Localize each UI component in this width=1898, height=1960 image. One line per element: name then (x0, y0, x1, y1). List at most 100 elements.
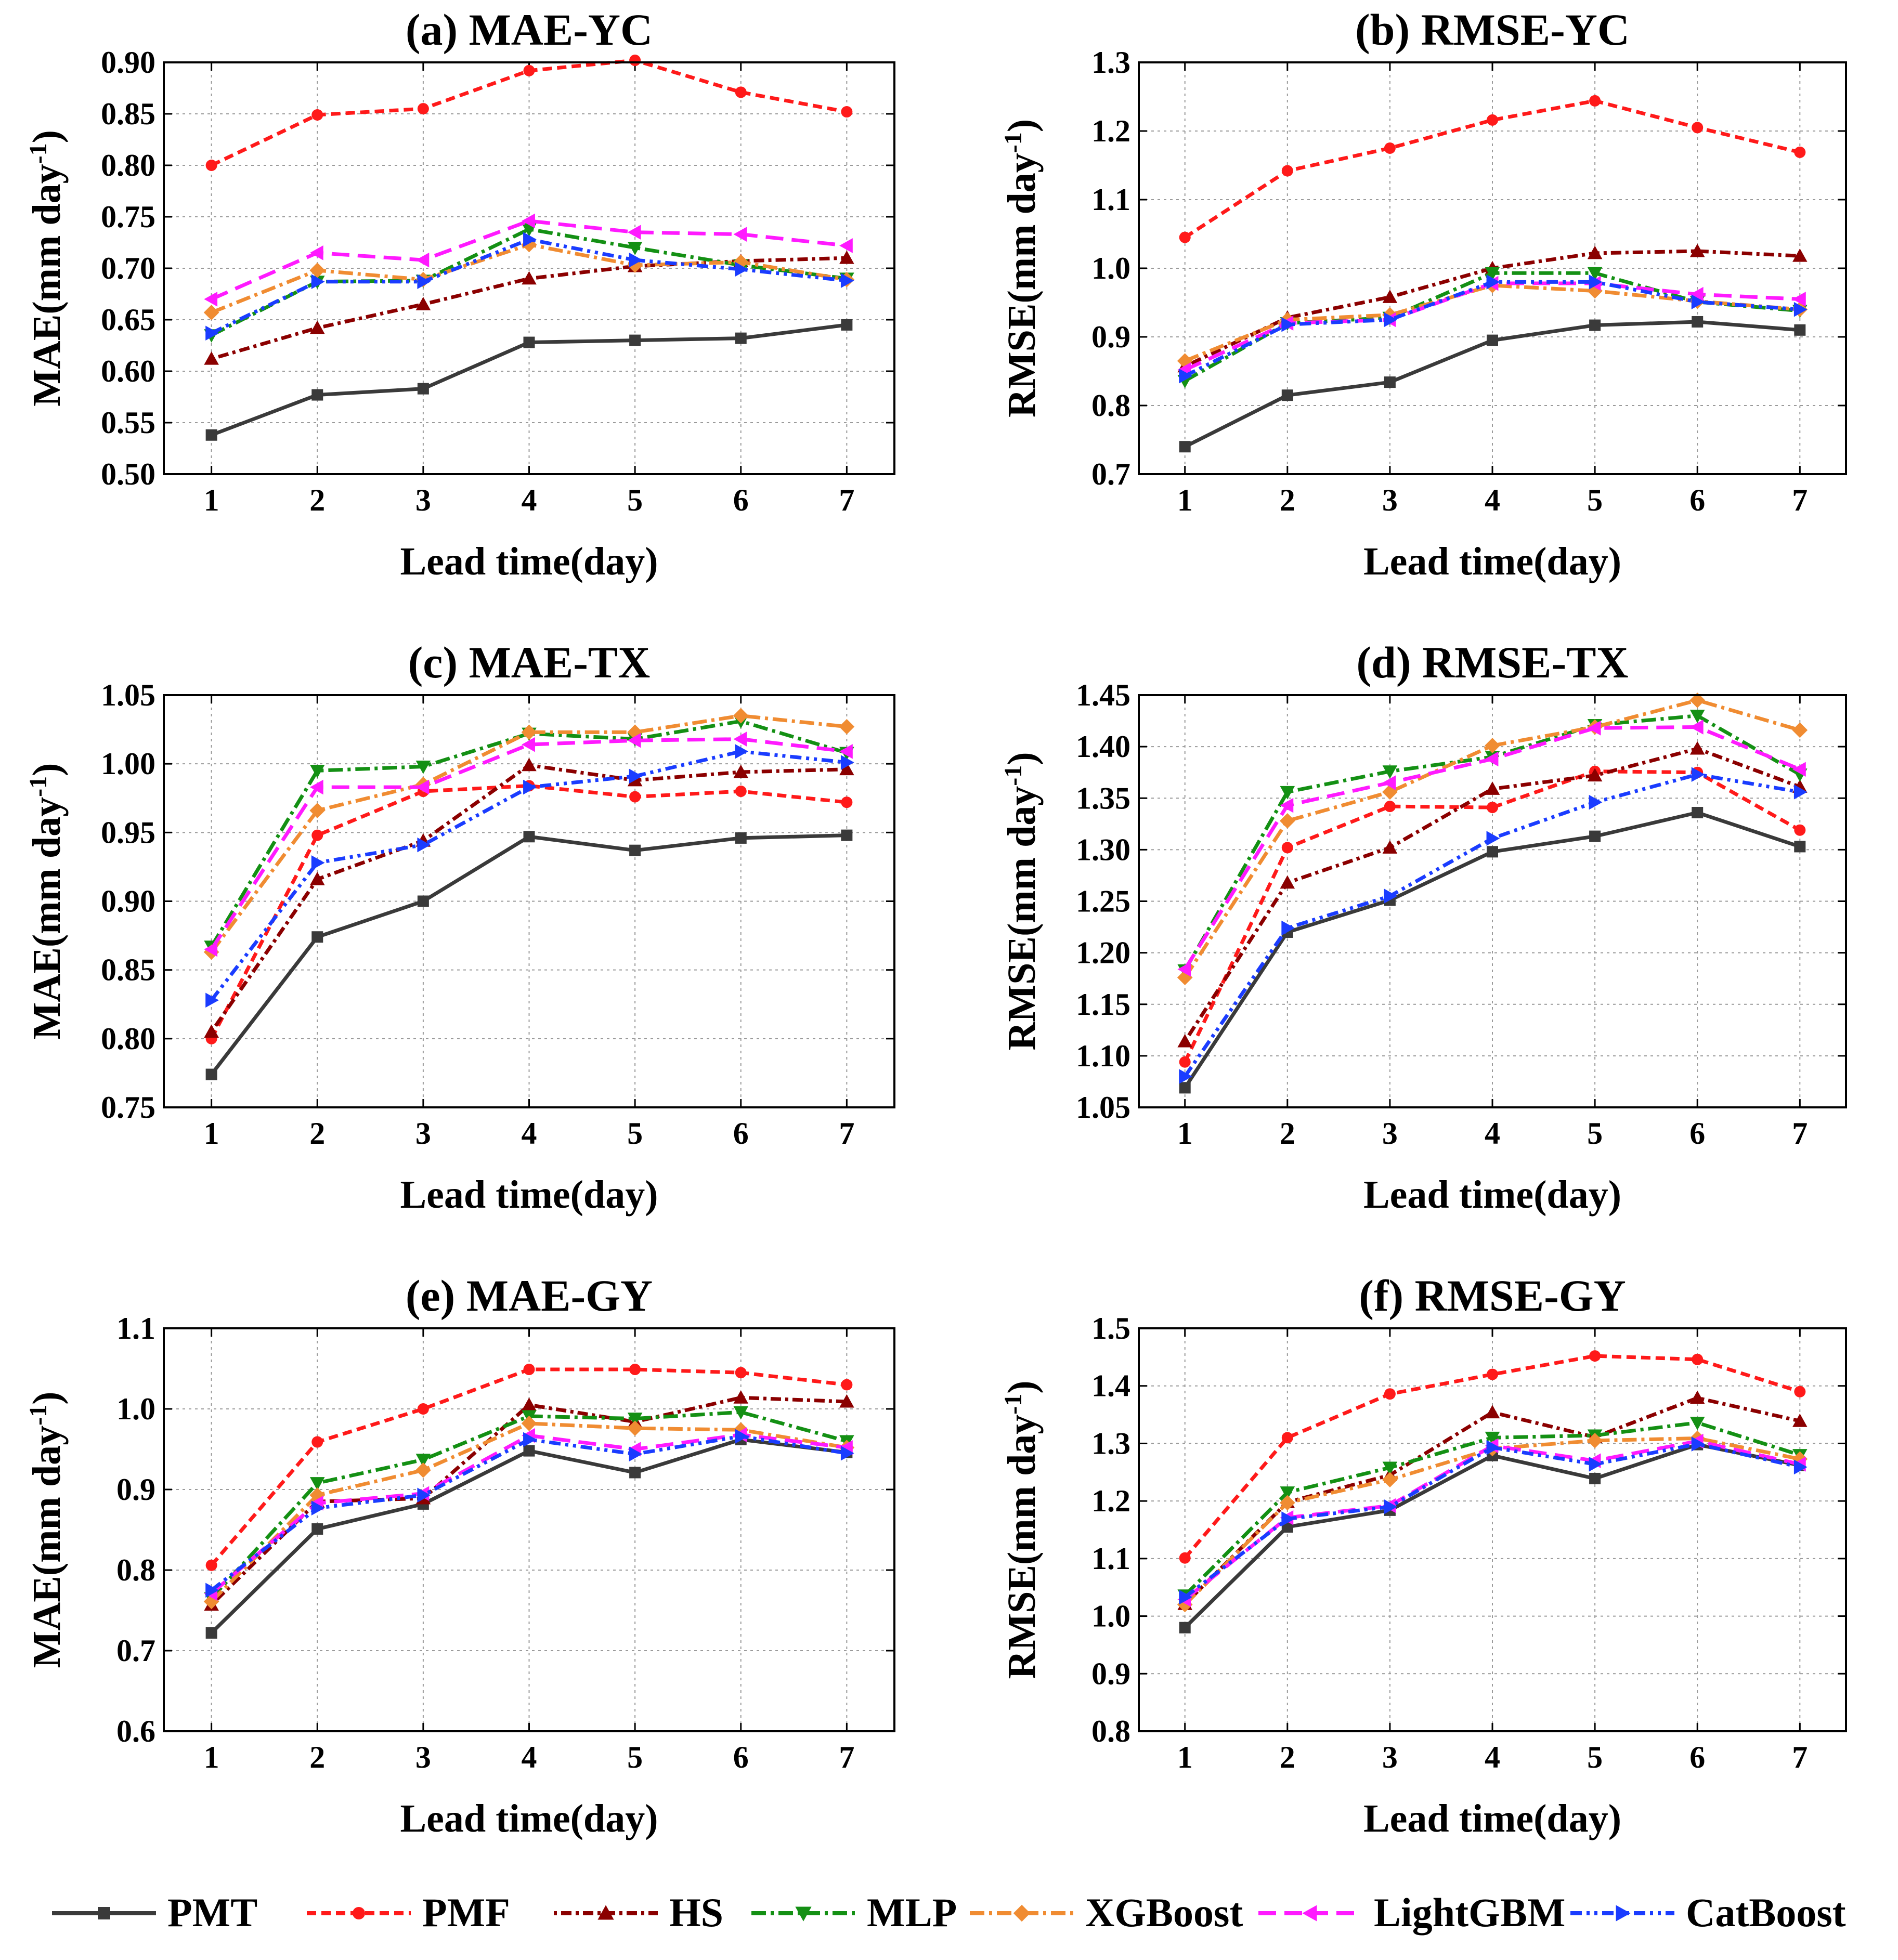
plot-frame (1138, 694, 1847, 1108)
data-point (733, 731, 747, 747)
y-tick-label: 0.8 (1091, 1714, 1130, 1748)
data-point (735, 832, 747, 844)
data-point (523, 1364, 535, 1376)
data-point (1485, 738, 1500, 753)
legend-item-pmt: PMT (52, 1890, 257, 1935)
data-point (1692, 1353, 1704, 1365)
data-point (1794, 324, 1806, 336)
data-point (523, 1445, 535, 1457)
data-point (735, 86, 747, 98)
data-point (1487, 802, 1498, 814)
legend: PMT PMF HS MLP XGBoost LightGBM CatBoost (52, 1890, 1846, 1935)
data-point (1281, 842, 1293, 854)
y-axis-label-main: MAE(mm day (25, 797, 69, 1040)
x-tick-label: 7 (1792, 1740, 1808, 1774)
legend-marker (353, 1907, 365, 1919)
data-point (1485, 751, 1499, 767)
legend-label: MLP (867, 1890, 957, 1935)
data-point (735, 1429, 749, 1444)
data-point (521, 1416, 537, 1431)
data-point (203, 305, 219, 320)
y-tick-label: 1.30 (1076, 832, 1130, 867)
data-point (840, 273, 854, 289)
data-point (205, 1068, 217, 1080)
data-point (205, 1583, 219, 1598)
data-point (1281, 920, 1295, 936)
data-point (1587, 267, 1603, 281)
x-tick-label: 4 (522, 1740, 537, 1774)
series-pmt (1179, 316, 1806, 453)
y-axis-label: RMSE(mm day-1) (999, 752, 1044, 1050)
y-axis-label: MAE(mm day-1) (24, 1392, 69, 1668)
x-axis-label: Lead time(day) (400, 1797, 658, 1840)
x-tick-label: 6 (733, 1116, 749, 1151)
data-point (1382, 1461, 1398, 1475)
data-point (839, 238, 853, 253)
data-point (1179, 1622, 1191, 1634)
data-point (735, 332, 747, 344)
data-point (1281, 389, 1293, 401)
x-tick-label: 5 (1587, 483, 1603, 517)
x-tick-label: 5 (1587, 1116, 1603, 1151)
x-tick-label: 3 (1382, 483, 1398, 517)
data-point (417, 895, 429, 907)
y-axis-label-main: MAE(mm day (25, 1426, 69, 1668)
y-tick-label: 1.2 (1091, 114, 1130, 148)
x-tick-label: 6 (1689, 1740, 1705, 1774)
data-point (1485, 781, 1500, 795)
legend-item-pmf: PMF (307, 1890, 510, 1935)
y-tick-label: 0.80 (101, 148, 155, 182)
x-axis-label: Lead time(day) (1363, 1173, 1621, 1217)
data-point (205, 992, 219, 1008)
chart-panel: (b) RMSE-YC 0.7 0.8 0.9 1.0 1.1 1.2 1.3 1 2 3 4 5 6 7 L… (999, 5, 1847, 583)
data-point (309, 245, 323, 260)
data-point (629, 252, 643, 268)
data-point (204, 351, 219, 365)
y-tick-label: 0.8 (1091, 388, 1130, 423)
data-point (309, 320, 325, 334)
data-point (735, 262, 749, 277)
data-point (309, 871, 325, 885)
data-point (415, 779, 430, 795)
y-axis-label-close: ) (1000, 119, 1044, 132)
panel-title: (f) RMSE-GY (1359, 1271, 1626, 1321)
data-point (1689, 710, 1705, 723)
data-point (523, 779, 537, 795)
data-point (309, 1477, 325, 1491)
data-point (415, 761, 431, 774)
plot-frame (163, 61, 895, 475)
data-point (415, 1454, 431, 1467)
series-lightgbm (1177, 720, 1806, 977)
x-tick-label: 6 (733, 1740, 749, 1774)
data-point (1279, 1495, 1295, 1511)
data-point (1792, 1413, 1808, 1427)
y-tick-label: 0.6 (116, 1714, 155, 1748)
data-point (1281, 317, 1295, 332)
data-point (1792, 248, 1808, 262)
data-point (1587, 245, 1603, 259)
data-point (1794, 824, 1806, 836)
data-point (1486, 831, 1500, 846)
x-tick-label: 4 (1485, 1740, 1500, 1774)
data-point (521, 237, 537, 253)
legend-marker (1302, 1905, 1317, 1922)
x-tick-label: 5 (627, 1740, 643, 1774)
data-point (522, 1397, 537, 1411)
x-tick-label: 5 (627, 483, 643, 517)
data-point (1689, 720, 1704, 735)
data-point (1179, 441, 1191, 453)
series-pmf (1179, 1350, 1806, 1564)
data-point (522, 213, 535, 229)
legend-marker (98, 1907, 110, 1919)
x-axis-label: Lead time(day) (1363, 1797, 1621, 1840)
y-tick-label: 0.75 (101, 200, 155, 234)
data-point (1486, 1440, 1500, 1455)
x-tick-label: 6 (733, 483, 749, 517)
data-point (1689, 286, 1704, 302)
y-tick-label: 0.9 (1091, 1656, 1130, 1691)
data-point (629, 791, 641, 803)
x-tick-label: 2 (1280, 483, 1295, 517)
data-point (1179, 231, 1191, 243)
data-point (1589, 1456, 1603, 1472)
data-point (840, 1445, 854, 1461)
